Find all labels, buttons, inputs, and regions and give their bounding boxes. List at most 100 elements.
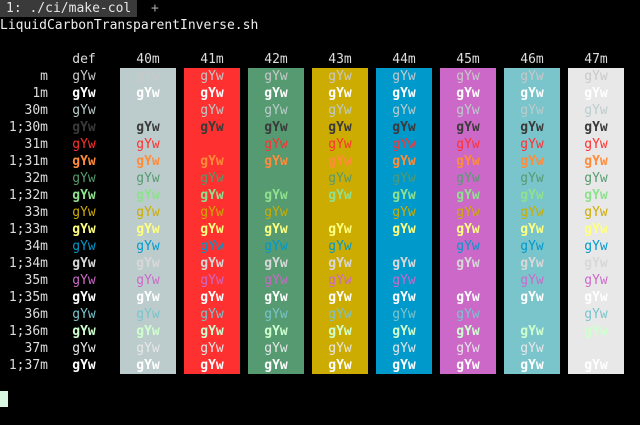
sample-cell: gYw bbox=[392, 171, 416, 186]
sample-cell: gYw bbox=[584, 86, 608, 101]
sample-cell: gYw bbox=[584, 188, 608, 203]
sample-cell: gYw bbox=[584, 324, 608, 339]
sample-cell: gYw bbox=[264, 239, 288, 254]
sample-cell: gYw bbox=[72, 222, 96, 237]
sample-cell: gYw bbox=[584, 222, 608, 237]
row-label: 32m bbox=[24, 171, 48, 186]
row-label: 1m bbox=[32, 86, 48, 101]
sample-cell: gYw bbox=[72, 239, 96, 254]
sample-cell: gYw bbox=[200, 137, 224, 152]
sample-cell: gYw bbox=[456, 171, 480, 186]
sample-cell: gYw bbox=[72, 307, 96, 322]
sample-cell: gYw bbox=[392, 137, 416, 152]
background-swatch bbox=[184, 68, 240, 374]
sample-cell: gYw bbox=[200, 341, 224, 356]
sample-cell: gYw bbox=[264, 256, 288, 271]
script-title: LiquidCarbonTransparentInverse.sh bbox=[0, 18, 259, 33]
row-label: 30m bbox=[24, 103, 48, 118]
row-label: 1;34m bbox=[8, 256, 48, 271]
sample-cell: gYw bbox=[456, 154, 480, 169]
sample-cell: gYw bbox=[264, 103, 288, 118]
sample-cell: gYw bbox=[456, 222, 480, 237]
row-label: 1;31m bbox=[8, 154, 48, 169]
sample-cell: gYw bbox=[584, 307, 608, 322]
sample-cell: gYw bbox=[136, 103, 160, 118]
sample-cell: gYw bbox=[584, 154, 608, 169]
sample-cell: gYw bbox=[264, 341, 288, 356]
sample-cell: gYw bbox=[200, 256, 224, 271]
sample-cell: gYw bbox=[456, 341, 480, 356]
column-header: 43m bbox=[328, 52, 352, 67]
sample-cell: gYw bbox=[584, 358, 608, 373]
sample-cell: gYw bbox=[328, 222, 352, 237]
sample-cell: gYw bbox=[72, 273, 96, 288]
column-header: 46m bbox=[520, 52, 544, 67]
sample-cell: gYw bbox=[520, 188, 544, 203]
sample-cell: gYw bbox=[72, 137, 96, 152]
background-swatch bbox=[120, 68, 176, 374]
sample-cell: gYw bbox=[584, 273, 608, 288]
row-label: 36m bbox=[24, 307, 48, 322]
sample-cell: gYw bbox=[264, 188, 288, 203]
sample-cell: gYw bbox=[328, 188, 352, 203]
background-swatch bbox=[504, 68, 560, 374]
sample-cell: gYw bbox=[392, 69, 416, 84]
sample-cell: gYw bbox=[200, 205, 224, 220]
sample-cell: gYw bbox=[264, 222, 288, 237]
sample-cell: gYw bbox=[264, 273, 288, 288]
add-tab-button[interactable]: + bbox=[151, 1, 159, 16]
sample-cell: gYw bbox=[72, 154, 96, 169]
sample-cell: gYw bbox=[328, 103, 352, 118]
sample-cell: gYw bbox=[584, 103, 608, 118]
sample-cell: gYw bbox=[392, 103, 416, 118]
sample-cell: gYw bbox=[200, 120, 224, 135]
sample-cell: gYw bbox=[264, 358, 288, 373]
sample-cell: gYw bbox=[72, 171, 96, 186]
sample-cell: gYw bbox=[456, 358, 480, 373]
tab-bar: 1: ./ci/make-col + bbox=[0, 0, 640, 17]
sample-cell: gYw bbox=[136, 205, 160, 220]
row-label: 1;32m bbox=[8, 188, 48, 203]
row-label: 1;37m bbox=[8, 358, 48, 373]
sample-cell: gYw bbox=[456, 273, 480, 288]
sample-cell: gYw bbox=[584, 137, 608, 152]
column-header: 40m bbox=[136, 52, 160, 67]
column-header: 42m bbox=[264, 52, 288, 67]
row-label: 1;33m bbox=[8, 222, 48, 237]
row-label: 31m bbox=[24, 137, 48, 152]
sample-cell: gYw bbox=[584, 69, 608, 84]
sample-cell: gYw bbox=[136, 69, 160, 84]
tab-active[interactable]: 1: ./ci/make-col bbox=[0, 0, 138, 17]
sample-cell: gYw bbox=[328, 324, 352, 339]
sample-cell: gYw bbox=[520, 222, 544, 237]
sample-cell: gYw bbox=[328, 239, 352, 254]
sample-cell: gYw bbox=[520, 171, 544, 186]
sample-cell: gYw bbox=[520, 120, 544, 135]
sample-cell: gYw bbox=[136, 358, 160, 373]
sample-cell: gYw bbox=[456, 290, 480, 305]
sample-cell: gYw bbox=[200, 103, 224, 118]
sample-cell: gYw bbox=[200, 171, 224, 186]
sample-cell: gYw bbox=[264, 86, 288, 101]
sample-cell: gYw bbox=[328, 290, 352, 305]
sample-cell: gYw bbox=[328, 256, 352, 271]
column-header: 47m bbox=[584, 52, 608, 67]
sample-cell: gYw bbox=[72, 290, 96, 305]
sample-cell: gYw bbox=[136, 273, 160, 288]
background-swatch bbox=[568, 68, 624, 374]
sample-cell: gYw bbox=[392, 154, 416, 169]
sample-cell: gYw bbox=[136, 307, 160, 322]
row-label: 1;35m bbox=[8, 290, 48, 305]
sample-cell: gYw bbox=[264, 69, 288, 84]
sample-cell: gYw bbox=[584, 290, 608, 305]
column-header: 44m bbox=[392, 52, 416, 67]
sample-cell: gYw bbox=[520, 137, 544, 152]
sample-cell: gYw bbox=[328, 205, 352, 220]
sample-cell: gYw bbox=[392, 307, 416, 322]
sample-cell: gYw bbox=[72, 120, 96, 135]
sample-cell: gYw bbox=[136, 239, 160, 254]
row-label: 1;36m bbox=[8, 324, 48, 339]
sample-cell: gYw bbox=[136, 341, 160, 356]
sample-cell: gYw bbox=[264, 171, 288, 186]
row-label: 37m bbox=[24, 341, 48, 356]
